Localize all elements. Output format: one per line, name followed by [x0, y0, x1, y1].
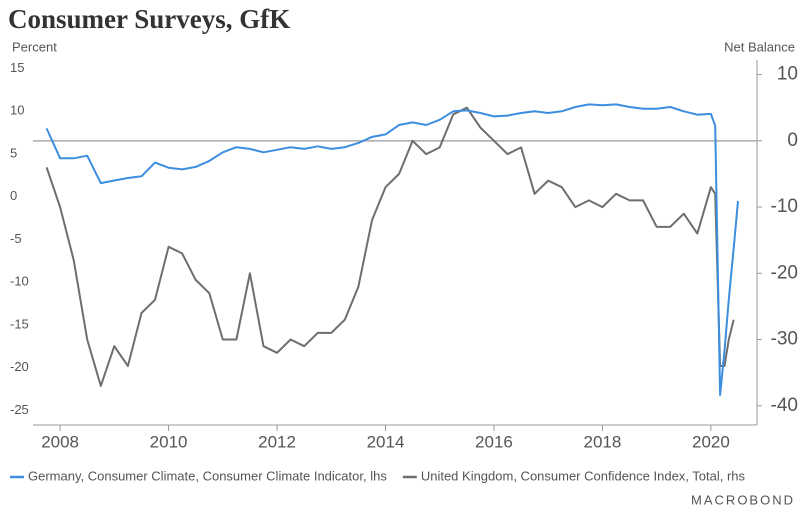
y-axis-label: Percent: [12, 39, 57, 54]
x-tick-label: 2012: [258, 432, 296, 451]
y-tick-label: 0: [10, 188, 17, 203]
x-tick-label: 2010: [150, 432, 188, 451]
legend-label: Germany, Consumer Climate, Consumer Clim…: [28, 468, 387, 483]
series-line: [45, 106, 735, 387]
y-tick-label: -10: [10, 274, 29, 289]
y-tick-label: -15: [10, 316, 29, 331]
chart-title: Consumer Surveys, GfK: [8, 4, 290, 34]
source: MACROBOND: [691, 492, 795, 507]
series-line: [45, 103, 739, 397]
y2-tick-label: 0: [787, 130, 798, 151]
x-tick-label: 2008: [41, 432, 79, 451]
y2-tick-label: -20: [771, 262, 798, 283]
y2-tick-label: -30: [771, 329, 798, 350]
x-tick-label: 2016: [475, 432, 513, 451]
y2-tick-label: 10: [777, 64, 798, 85]
y2-tick-label: -10: [771, 196, 798, 217]
y-tick-label: 5: [10, 145, 17, 160]
y2-tick-label: -40: [771, 395, 798, 416]
legend-label: United Kingdom, Consumer Confidence Inde…: [421, 468, 746, 483]
y-tick-label: 15: [10, 60, 24, 75]
y-tick-label: -25: [10, 402, 29, 417]
x-tick-label: 2018: [584, 432, 622, 451]
y-tick-label: 10: [10, 103, 24, 118]
y2-axis-label: Net Balance: [724, 39, 795, 54]
y-tick-label: -20: [10, 359, 29, 374]
x-tick-label: 2014: [367, 432, 405, 451]
y-tick-label: -5: [10, 231, 22, 246]
x-tick-label: 2020: [692, 432, 730, 451]
